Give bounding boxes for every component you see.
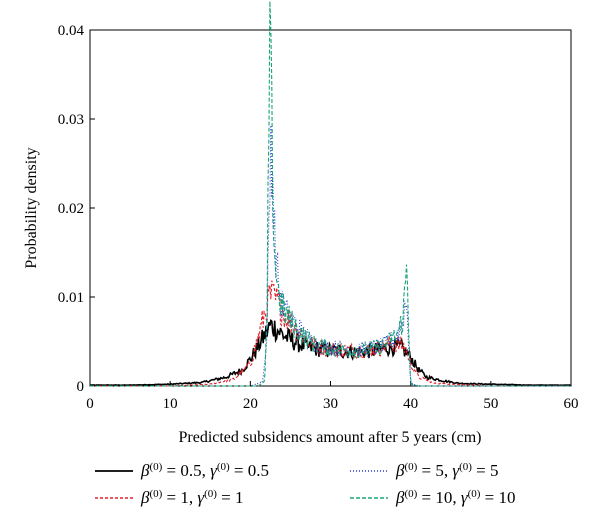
series-layer — [89, 1, 572, 387]
series-line-1 — [89, 319, 572, 387]
series-line-4 — [90, 1, 571, 387]
legend: β(0) = 0.5, γ(0) = 0.5 β(0) = 1, γ(0) = 1… — [95, 461, 516, 507]
plot-frame — [89, 29, 572, 387]
y-tick-label: 0.01 — [58, 290, 84, 306]
x-tick-label: 60 — [564, 396, 579, 412]
x-tick-label: 40 — [403, 396, 418, 412]
y-tick-label: 0.02 — [58, 201, 84, 217]
y-axis-label: Probability density — [23, 147, 40, 268]
x-tick-label: 30 — [323, 396, 338, 412]
legend-entry-4: β(0) = 10, γ(0) = 10 — [395, 488, 516, 507]
y-tick-label: 0.03 — [58, 112, 84, 128]
x-tick-label: 10 — [163, 396, 178, 412]
legend-entry-2: β(0) = 1, γ(0) = 1 — [140, 488, 244, 507]
legend-entry-1: β(0) = 0.5, γ(0) = 0.5 — [140, 461, 269, 480]
y-tick-label: 0 — [77, 379, 85, 395]
legend-entry-3: β(0) = 5, γ(0) = 5 — [395, 461, 499, 480]
series-line-2 — [90, 280, 571, 387]
y-tick-label: 0.04 — [58, 23, 85, 39]
x-tick-label: 50 — [483, 396, 498, 412]
axis-ticks: 0 10 20 30 40 50 60 0 0.01 0.02 0.03 0.04 — [58, 23, 579, 412]
x-axis-label: Predicted subsidencs amount after 5 year… — [178, 429, 481, 446]
x-tick-label: 0 — [86, 396, 94, 412]
x-tick-label: 20 — [243, 396, 258, 412]
